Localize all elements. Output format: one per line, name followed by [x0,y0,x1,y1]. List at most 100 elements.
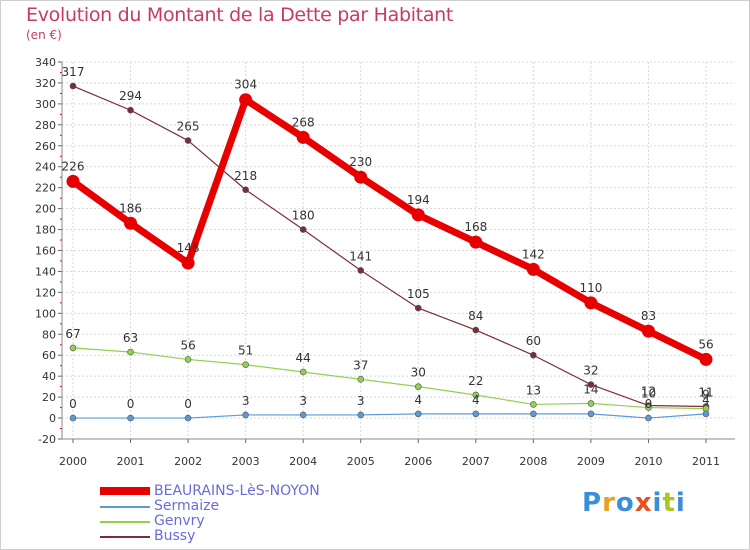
y-tick-label: 0 [49,412,56,425]
data-label: 30 [411,366,426,380]
legend-label-genvry: Genvry [154,513,205,529]
data-label: 9 [702,388,710,402]
data-label: 105 [407,287,430,301]
data-point [357,267,365,274]
x-tick-label: 2010 [634,455,662,468]
data-point [124,216,138,230]
data-point [530,351,537,359]
data-point [127,106,134,114]
x-tick-label: 2000 [59,455,87,468]
data-label: 11 [698,386,713,400]
data-label: 226 [62,159,85,173]
data-point [242,361,249,368]
data-label: 0 [645,397,653,411]
logo-letter: i [675,488,686,518]
data-label: 141 [349,249,372,263]
logo-letter: P [582,488,603,518]
data-label: 3 [299,394,307,408]
data-point [587,410,595,418]
data-label: 317 [62,65,85,79]
logo-letter: t [662,488,676,518]
chart-subtitle: (en €) [26,28,62,42]
y-tick-label: 20 [42,391,56,404]
y-tick-label: 140 [35,265,56,278]
y-tick-label: 200 [35,203,56,216]
data-point [587,381,595,388]
logo-letter: r [602,488,616,518]
legend-label-beaurains: BEAURAINS-LèS-NOYON [154,483,320,499]
data-point [645,414,652,422]
data-point [411,208,425,222]
proxiti-logo: Proxiti [582,488,686,518]
data-point [184,356,192,363]
x-tick-label: 2001 [117,455,145,468]
data-point [69,414,77,422]
data-label: 148 [177,241,200,255]
line-chart: -200204060801001201401601802002202402602… [35,56,735,468]
y-tick-label: 300 [35,98,56,111]
data-point [469,235,483,249]
data-label: 32 [583,364,598,378]
data-point [242,411,249,419]
data-point [184,137,192,144]
data-label: 0 [184,397,192,411]
data-point [357,376,365,383]
series-line-0 [69,96,710,363]
data-point [299,368,307,376]
legend-label-sermaize: Sermaize [154,498,220,514]
data-label: 84 [468,309,483,323]
data-point [357,411,365,419]
y-tick-label: 180 [35,224,56,237]
x-tick-label: 2004 [289,455,317,468]
data-point [239,93,253,107]
logo-letter: i [652,488,663,518]
logo-letter: x [634,488,653,518]
data-point [584,296,598,310]
x-tick-label: 2011 [692,455,720,468]
data-label: 230 [349,155,372,169]
data-label: 14 [583,382,598,396]
legend-swatch-sermaize [100,506,150,508]
chart-title: Evolution du Montant de la Dette par Hab… [26,4,454,26]
y-tick-label: 260 [35,140,56,153]
data-point [354,170,368,184]
data-label: 56 [698,337,713,351]
y-tick-label: 60 [42,349,56,362]
data-label: 56 [180,338,195,352]
y-tick-label: 340 [35,56,56,69]
data-label: 304 [234,78,257,92]
y-tick-label: 280 [35,119,56,132]
y-tick-label: 100 [35,307,56,320]
y-tick-label: 160 [35,245,56,258]
data-point [587,400,595,407]
data-point [69,344,77,352]
data-label: 294 [119,89,142,103]
data-label: 168 [464,220,487,234]
data-point [641,324,655,338]
data-label: 83 [641,309,656,323]
data-point [472,326,480,334]
data-point [184,414,192,422]
data-point [702,410,710,418]
data-label: 22 [468,374,483,388]
y-tick-label: 240 [35,161,56,174]
data-point [299,226,307,233]
series-line-3 [72,85,707,408]
data-labels: 317 294 265 218 180 141 105 84 60 32 12 11 67 63 56 51 4… [62,65,714,411]
data-point [530,401,537,408]
x-tick-label: 2008 [519,455,547,468]
data-label: 44 [296,351,311,365]
data-label: 67 [65,327,80,341]
data-point [296,130,310,144]
data-point [699,352,713,366]
data-point [127,414,134,422]
x-tick-label: 2003 [232,455,260,468]
data-point [414,410,422,418]
data-label: 265 [177,120,200,134]
y-tick-label: 120 [35,286,56,299]
data-label: 4 [472,393,480,407]
series-line-2 [72,347,707,410]
data-label: 60 [526,334,541,348]
data-label: 268 [292,115,315,129]
y-tick-label: -20 [38,433,56,446]
